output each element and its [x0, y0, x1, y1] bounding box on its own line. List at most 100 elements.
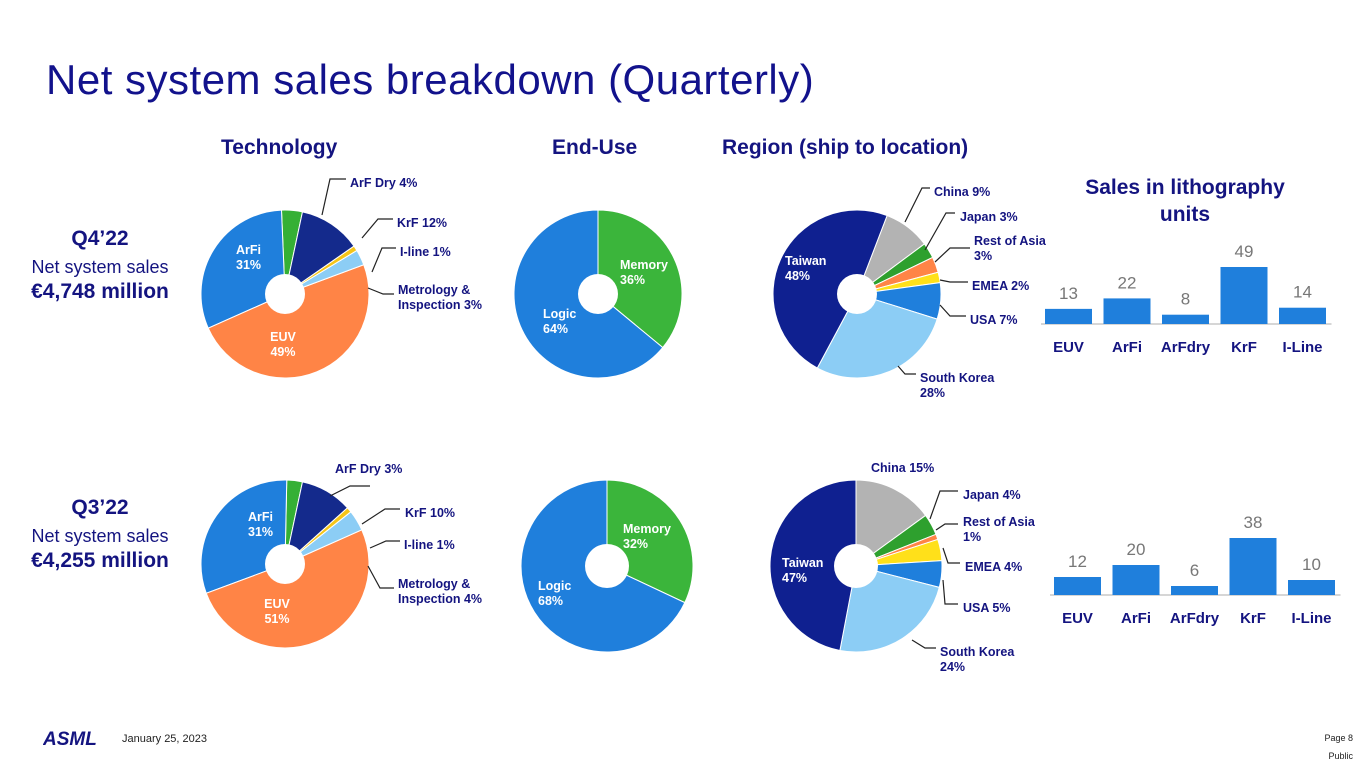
tech-q4-label-arfdry: ArF Dry 4% [350, 176, 417, 190]
enduse-q3-center-hole [585, 544, 629, 588]
enduse-q4-pie [513, 209, 683, 379]
units-q3-bar-chart: 12 EUV 20 ArFi 6 ArFdry 38 KrF 10 I-Line [1050, 513, 1341, 627]
region-q4-slice-taiwan [772, 209, 888, 369]
region-q4-leader-usa [939, 304, 966, 317]
tech-q3-label-krf: KrF 10% [405, 506, 455, 520]
region-q4-label-taiwan: Taiwan 48% [785, 254, 826, 283]
tech-q3-label-iline: I-line 1% [404, 538, 455, 552]
tech-q4-leader-krf [361, 218, 393, 239]
units-q3-value-arfdry: 6 [1190, 561, 1199, 580]
region-q4-slice-south_korea [816, 293, 938, 379]
units-q3-bar-krf [1229, 538, 1277, 595]
footer-date: January 25, 2023 [122, 733, 208, 745]
enduse-q3-slice-memory [606, 479, 694, 604]
region-q3-label-south_korea: South Korea 24% [940, 645, 1015, 674]
units-q4-value-euv: 13 [1059, 284, 1078, 303]
units-q4-bar-i-line [1279, 307, 1326, 324]
tech-q4-label-krf: KrF 12% [397, 216, 447, 230]
asml-logo: ASML [43, 729, 97, 750]
q3-net-sales-label: Net system sales [31, 526, 169, 546]
tech-q4-label-metrology: Metrology & Inspection 3% [398, 283, 482, 312]
region-q3-leader-rest_of_asia [935, 523, 958, 531]
region-q3-pie [769, 479, 943, 653]
tech-q3-label-metrology: Metrology & Inspection 4% [398, 577, 482, 606]
tech-q4-pie [200, 209, 370, 379]
end-use-header: End-Use [552, 136, 638, 159]
tech-q3-pie [200, 479, 370, 649]
tech-q3-label-euv: EUV 51% [264, 597, 290, 626]
region-q3-label-emea: EMEA 4% [965, 560, 1022, 574]
tech-q4-slice-euv [207, 264, 370, 379]
tech-q4-label-euv: EUV 49% [270, 330, 296, 359]
q3-period: Q3’22 [71, 496, 129, 519]
enduse-q4-label-logic: Logic 64% [543, 307, 576, 336]
tech-q3-label-arfi: ArFi 31% [248, 510, 273, 539]
tech-q3-label-arfdry: ArF Dry 3% [335, 462, 402, 476]
region-q4-label-emea: EMEA 2% [972, 279, 1029, 293]
region-q4-leader-japan [924, 212, 955, 251]
tech-q4-slice-arfi [200, 209, 286, 329]
enduse-q3-label-memory: Memory 32% [623, 522, 671, 551]
region-q3-leader-emea [942, 547, 960, 564]
region-q4-leader-emea [939, 279, 968, 283]
units-q3-value-euv: 12 [1068, 552, 1087, 571]
tech-q4-leader-metrology [367, 287, 394, 295]
tech-q3-leader-metrology [367, 565, 394, 589]
units-q3-bar-arfi [1112, 565, 1160, 595]
region-q4-leader-south_korea [897, 365, 916, 375]
region-q3-label-japan: Japan 4% [963, 488, 1021, 502]
tech-q4-slice-krf [284, 211, 355, 296]
region-header: Region (ship to location) [722, 136, 969, 159]
page-title: Net system sales breakdown (Quarterly) [46, 56, 815, 103]
units-q3-value-krf: 38 [1244, 513, 1263, 532]
units-q4-category-krf: KrF [1231, 339, 1257, 356]
units-q3-category-arfi: ArFi [1121, 610, 1151, 627]
units-q3-bar-i-line [1288, 580, 1335, 595]
tech-q4-leader-iline [371, 247, 396, 273]
classification-label: Public [1328, 751, 1353, 761]
region-q4-center-hole [837, 274, 877, 314]
region-q4-leader-china [904, 187, 930, 223]
tech-q4-label-iline: I-line 1% [400, 245, 451, 259]
region-q3-leader-usa [942, 579, 958, 605]
enduse-q3-pie [520, 479, 694, 653]
units-q4-category-i-line: I-Line [1283, 339, 1323, 356]
region-q4-label-japan: Japan 3% [960, 210, 1018, 224]
units-q3-category-krf: KrF [1240, 610, 1266, 627]
region-q4-label-south_korea: South Korea 28% [920, 371, 995, 400]
region-q4-label-usa: USA 7% [970, 313, 1017, 327]
region-q4-leader-rest_of_asia [934, 247, 970, 263]
page-number: Page 8 [1324, 733, 1353, 743]
asml-logo-text: ASML [43, 729, 97, 750]
units-q3-category-euv: EUV [1062, 610, 1093, 627]
tech-q4-leader-arfdry [321, 178, 346, 216]
region-q3-slice-south_korea [839, 565, 940, 653]
litho-header-line1: Sales in lithography [1085, 176, 1285, 199]
q4-sales-summary: Q4’22 Net system sales €4,748 million [0, 227, 200, 304]
units-q4-value-i-line: 14 [1293, 283, 1312, 302]
tech-q3-slice-euv [205, 529, 370, 649]
region-q3-leader-japan [929, 490, 958, 520]
tech-q3-leader-arfdry [329, 485, 370, 497]
q4-period: Q4’22 [71, 227, 129, 250]
enduse-q4-label-memory: Memory 36% [620, 258, 668, 287]
region-q3-label-rest_of_asia: Rest of Asia 1% [963, 515, 1036, 544]
tech-q3-center-hole [265, 544, 305, 584]
units-q4-value-krf: 49 [1235, 242, 1254, 261]
units-q4-bar-krf [1220, 267, 1268, 324]
units-q4-bar-arfdry [1162, 314, 1209, 324]
technology-header: Technology [221, 136, 338, 159]
region-q3-label-usa: USA 5% [963, 601, 1010, 615]
units-q3-category-arfdry: ArFdry [1170, 610, 1220, 627]
units-q4-bar-chart: 13 EUV 22 ArFi 8 ArFdry 49 KrF 14 I-Line [1041, 242, 1332, 356]
tech-q3-leader-iline [369, 540, 400, 549]
region-q4-label-china: China 9% [934, 185, 990, 199]
units-q3-bar-arfdry [1171, 586, 1218, 595]
region-q4-label-rest_of_asia: Rest of Asia 3% [974, 234, 1047, 263]
units-q3-category-i-line: I-Line [1292, 610, 1332, 627]
q4-net-sales-label: Net system sales [31, 257, 169, 277]
tech-q3-slice-krf [284, 481, 349, 566]
units-q4-category-arfi: ArFi [1112, 339, 1142, 356]
q3-net-sales-amount: €4,255 million [31, 549, 169, 572]
